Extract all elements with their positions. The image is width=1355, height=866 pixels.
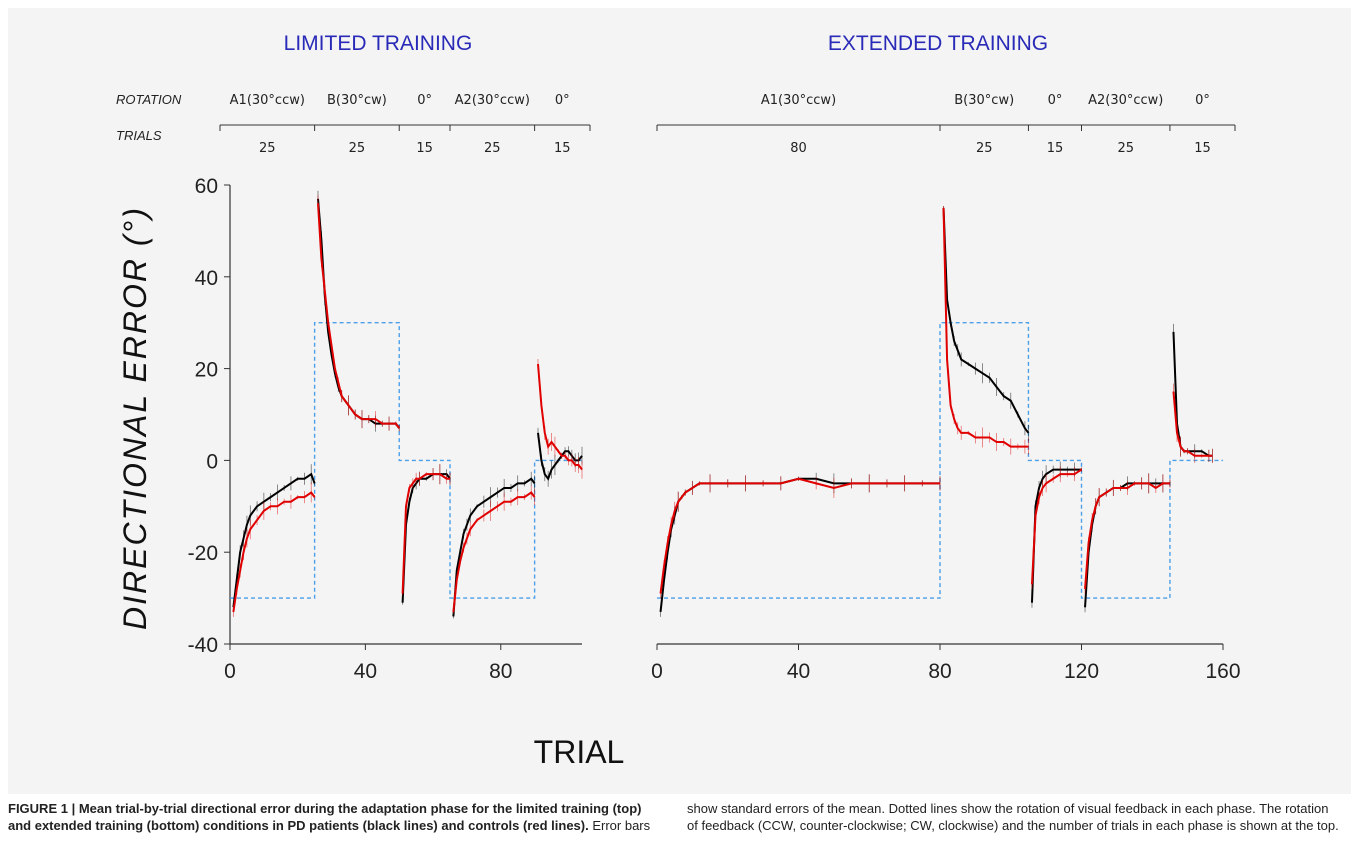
phase-rotation-label: A2(30°ccw) [1088,93,1163,108]
y-tick-label: 20 [195,359,218,382]
x-tick-label: 80 [928,660,951,683]
x-tick-label: 40 [354,660,377,683]
series-line [942,207,1030,434]
x-axis-title: TRIAL [534,734,625,770]
series-line [537,432,583,481]
y-tick-label: 0 [206,450,218,473]
caption-text-part2: show standard errors of the mean. Dotted… [687,801,1339,833]
series-line [232,491,316,613]
phase-rotation-label: 0° [1195,93,1210,108]
series-line [452,491,536,612]
series-controls [232,195,583,617]
extended-training-panel: EXTENDED TRAINING A1(30°ccw) 80 B(30°cw) 25 0… [651,32,1240,683]
phase-trials-label: 15 [1047,141,1064,156]
x-tick-label: 120 [1064,660,1099,683]
series-line [1084,482,1170,589]
y-tick-label: 40 [195,267,218,290]
phase-rotation-label: 0° [555,93,570,108]
series-line [232,472,316,608]
y-tick-label: -20 [188,542,218,565]
series-line [1172,331,1213,457]
x-tick-label: 80 [489,660,512,683]
phase-rotation-label: B(30°cw) [954,93,1014,108]
phase-trials-label: 25 [349,141,366,156]
series-line [1172,391,1213,457]
caption-bold-text: FIGURE 1 | Mean trial-by-trial direction… [8,801,642,833]
phase-trials-label: 25 [976,141,993,156]
figure-chart: LIMITED TRAINING ROTATION TRIALS A1(30°ccw)… [116,32,1241,770]
series-line [1030,468,1083,585]
y-tick-label: -40 [188,634,218,657]
phase-rotation-label: A2(30°ccw) [455,93,530,108]
caption-text-part1: Error bars [592,818,651,833]
x-tick-label: 0 [651,660,663,683]
series-line [317,203,401,429]
figure-caption: FIGURE 1 | Mean trial-by-trial direction… [0,794,1355,866]
phase-trials-label: 25 [259,141,276,156]
trials-row-label: TRIALS [116,128,162,143]
rotation-schedule-line [230,322,582,599]
x-tick-label: 160 [1205,660,1240,683]
caption-right-column: show standard errors of the mean. Dotted… [687,800,1342,834]
y-tick-label: 60 [195,175,218,198]
phase-rotation-label: 0° [417,93,432,108]
series-line [942,207,1029,448]
x-tick-label: 40 [787,660,810,683]
rotation-schedule-line [657,322,1223,599]
phase-rotation-label: A1(30°ccw) [230,93,305,108]
series-pd-patients [659,205,1213,617]
phase-trials-label: 15 [554,141,571,156]
caption-left-column: FIGURE 1 | Mean trial-by-trial direction… [8,800,658,834]
series-pd-patients [232,190,583,619]
series-line [401,473,450,594]
phase-trials-label: 25 [1117,141,1134,156]
series-line [1030,468,1082,603]
y-axis-title: DIRECTIONAL ERROR (°) [117,206,153,630]
phase-trials-label: 80 [790,141,807,156]
series-line [537,363,583,471]
series-line [659,477,940,594]
limited-training-panel: LIMITED TRAINING ROTATION TRIALS A1(30°ccw)… [116,32,591,683]
panel-title: LIMITED TRAINING [284,32,473,55]
phase-rotation-label: B(30°cw) [327,93,387,108]
series-line [317,198,401,429]
series-controls [659,205,1213,599]
series-line [401,473,451,603]
phase-trials-label: 15 [416,141,433,156]
panel-title: EXTENDED TRAINING [828,32,1048,55]
phase-trials-label: 25 [484,141,501,156]
phase-rotation-label: 0° [1048,93,1063,108]
phase-rotation-label: A1(30°ccw) [761,93,836,108]
rotation-row-label: ROTATION [116,92,182,107]
phase-trials-label: 15 [1194,141,1211,156]
series-line [452,477,536,617]
x-tick-label: 0 [224,660,236,683]
figure-panel: LIMITED TRAINING ROTATION TRIALS A1(30°ccw)… [8,8,1351,848]
series-line [659,477,940,612]
